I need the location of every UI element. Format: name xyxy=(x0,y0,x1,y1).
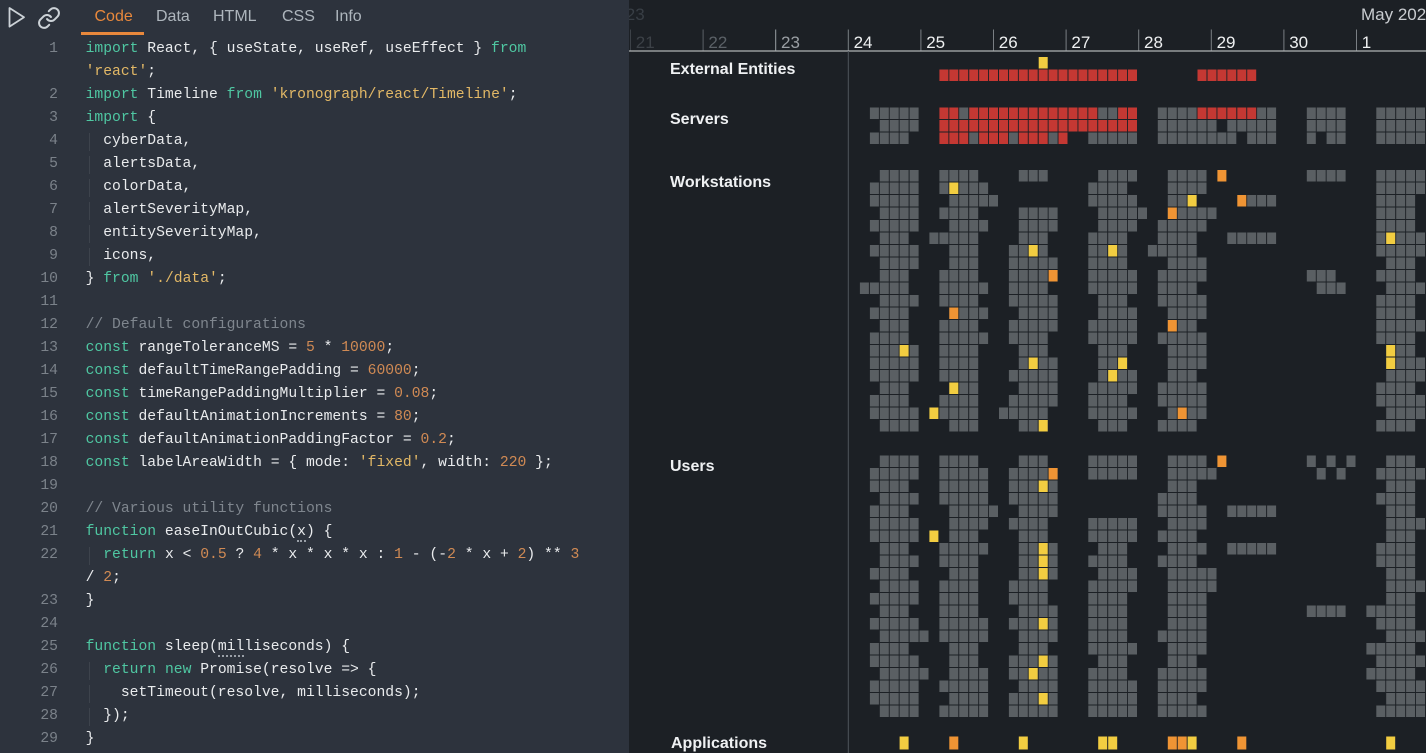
svg-text:24: 24 xyxy=(854,33,873,52)
svg-text:25: 25 xyxy=(926,33,945,52)
svg-text:21: 21 xyxy=(636,33,655,52)
svg-text:26: 26 xyxy=(999,33,1018,52)
svg-text:29: 29 xyxy=(1217,33,1236,52)
svg-text:1: 1 xyxy=(1362,33,1371,52)
svg-text:22: 22 xyxy=(708,33,727,52)
svg-text:28: 28 xyxy=(1144,33,1163,52)
svg-text:23: 23 xyxy=(781,33,800,52)
svg-text:27: 27 xyxy=(1071,33,1090,52)
svg-text:30: 30 xyxy=(1289,33,1308,52)
